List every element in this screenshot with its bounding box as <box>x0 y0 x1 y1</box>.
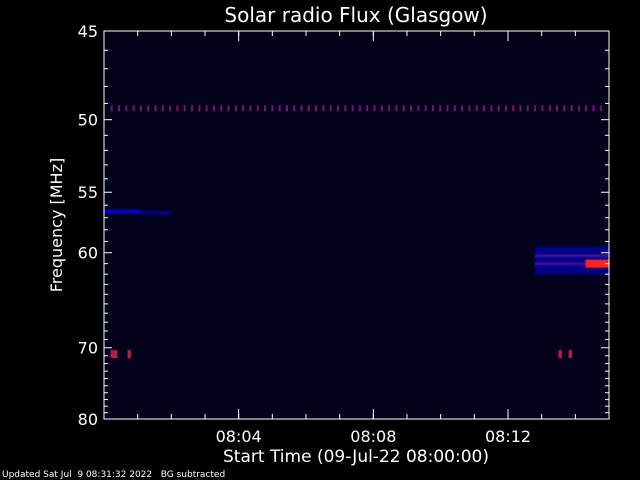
heatmap-layer <box>104 105 609 359</box>
heatmap-cell <box>307 105 310 112</box>
heatmap-cell <box>468 105 471 112</box>
heatmap-cell <box>534 254 609 258</box>
heatmap-cell <box>534 105 537 112</box>
heatmap-cell <box>424 105 427 112</box>
heatmap-cell <box>322 105 325 112</box>
x-axis-label: Start Time (09-Jul-22 08:00:00) <box>223 447 489 467</box>
heatmap-cell <box>417 105 420 112</box>
heatmap-cell <box>548 105 551 112</box>
heatmap-cell <box>570 105 573 112</box>
y-axis-label: Frequency [MHz] <box>47 158 66 292</box>
heatmap-cell <box>519 105 522 112</box>
heatmap-cell <box>577 105 580 112</box>
y-tick-label: 50 <box>78 111 98 130</box>
heatmap-cell <box>161 105 164 112</box>
x-axis: 08:04 08:08 08:12 <box>137 31 576 446</box>
heatmap-cell <box>483 105 486 112</box>
heatmap-cell <box>446 105 449 112</box>
heatmap-cell <box>329 105 332 112</box>
heatmap-cell <box>475 105 478 112</box>
y-tick-label: 70 <box>78 339 98 358</box>
heatmap-cell <box>402 105 405 112</box>
heatmap-cell <box>380 105 383 112</box>
heatmap-cell <box>227 105 230 112</box>
heatmap-cell <box>534 262 609 266</box>
heatmap-cell <box>205 105 208 112</box>
heatmap-cell <box>125 105 128 112</box>
heatmap-cell <box>366 105 369 112</box>
heatmap-cell <box>256 105 259 112</box>
heatmap-cell <box>461 105 464 112</box>
heatmap-cell <box>154 105 157 112</box>
heatmap-cell <box>110 105 113 112</box>
heatmap-cell <box>191 105 194 112</box>
heatmap-cell <box>264 105 267 112</box>
heatmap-cell <box>439 105 442 112</box>
heatmap-cell <box>568 350 572 359</box>
heatmap-cell <box>541 105 544 112</box>
footer-updated: Updated Sat Jul 9 08:31:32 2022 <box>2 470 153 480</box>
heatmap-cell <box>293 105 296 112</box>
heatmap-cell <box>242 105 245 112</box>
heatmap-cell <box>315 105 318 112</box>
heatmap-cell <box>300 105 303 112</box>
heatmap-cell <box>388 105 391 112</box>
heatmap-cell <box>592 105 595 112</box>
y-tick-label: 60 <box>78 244 98 263</box>
heatmap-cell <box>497 105 500 112</box>
y-tick-label: 55 <box>78 183 98 202</box>
x-tick-label: 08:08 <box>350 427 396 446</box>
heatmap-cell <box>127 350 131 359</box>
y-tick-label: 45 <box>78 22 98 41</box>
heatmap-cell <box>141 210 172 215</box>
heatmap-cell <box>183 105 186 112</box>
heatmap-cell <box>358 105 361 112</box>
heatmap-cell <box>395 105 398 112</box>
heatmap-cell <box>410 105 413 112</box>
heatmap-cell <box>176 105 179 112</box>
heatmap-cell <box>599 105 602 112</box>
heatmap-cell <box>512 105 515 112</box>
heatmap-cell <box>431 105 434 112</box>
heatmap-cell <box>234 105 237 112</box>
footer-note: BG subtracted <box>160 470 226 480</box>
heatmap-cell <box>220 105 223 112</box>
heatmap-cell <box>139 105 142 112</box>
heatmap-cell <box>104 209 142 214</box>
heatmap-cell <box>585 259 609 268</box>
heatmap-cell <box>351 105 354 112</box>
y-axis: 45 50 55 60 70 80 <box>78 22 609 429</box>
heatmap-cell <box>132 105 135 112</box>
heatmap-cell <box>526 105 529 112</box>
heatmap-cell <box>169 105 172 112</box>
plot-frame <box>103 30 610 420</box>
x-tick-label: 08:12 <box>485 427 531 446</box>
heatmap-cell <box>337 105 340 112</box>
heatmap-cell <box>344 105 347 112</box>
heatmap-cell <box>504 105 507 112</box>
heatmap-cell <box>285 105 288 112</box>
heatmap-cell <box>198 105 201 112</box>
heatmap-cell <box>118 105 121 112</box>
heatmap-cell <box>556 105 559 112</box>
heatmap-cell <box>490 105 493 112</box>
heatmap-cell <box>585 105 588 112</box>
heatmap-cell <box>373 105 376 112</box>
chart-title: Solar radio Flux (Glasgow) <box>224 3 487 27</box>
heatmap-cell <box>563 105 566 112</box>
y-tick-label: 80 <box>78 410 98 429</box>
footer-status: Updated Sat Jul 9 08:31:32 2022 BG subtr… <box>2 470 225 480</box>
heatmap-cell <box>558 350 562 359</box>
heatmap-cell <box>147 105 150 112</box>
heatmap-cell <box>110 350 118 359</box>
heatmap-cell <box>212 105 215 112</box>
heatmap-cell <box>453 105 456 112</box>
x-tick-label: 08:04 <box>216 427 262 446</box>
heatmap-cell <box>278 105 281 112</box>
heatmap-cell <box>249 105 252 112</box>
plot-area <box>104 31 609 419</box>
heatmap-cell <box>271 105 274 112</box>
